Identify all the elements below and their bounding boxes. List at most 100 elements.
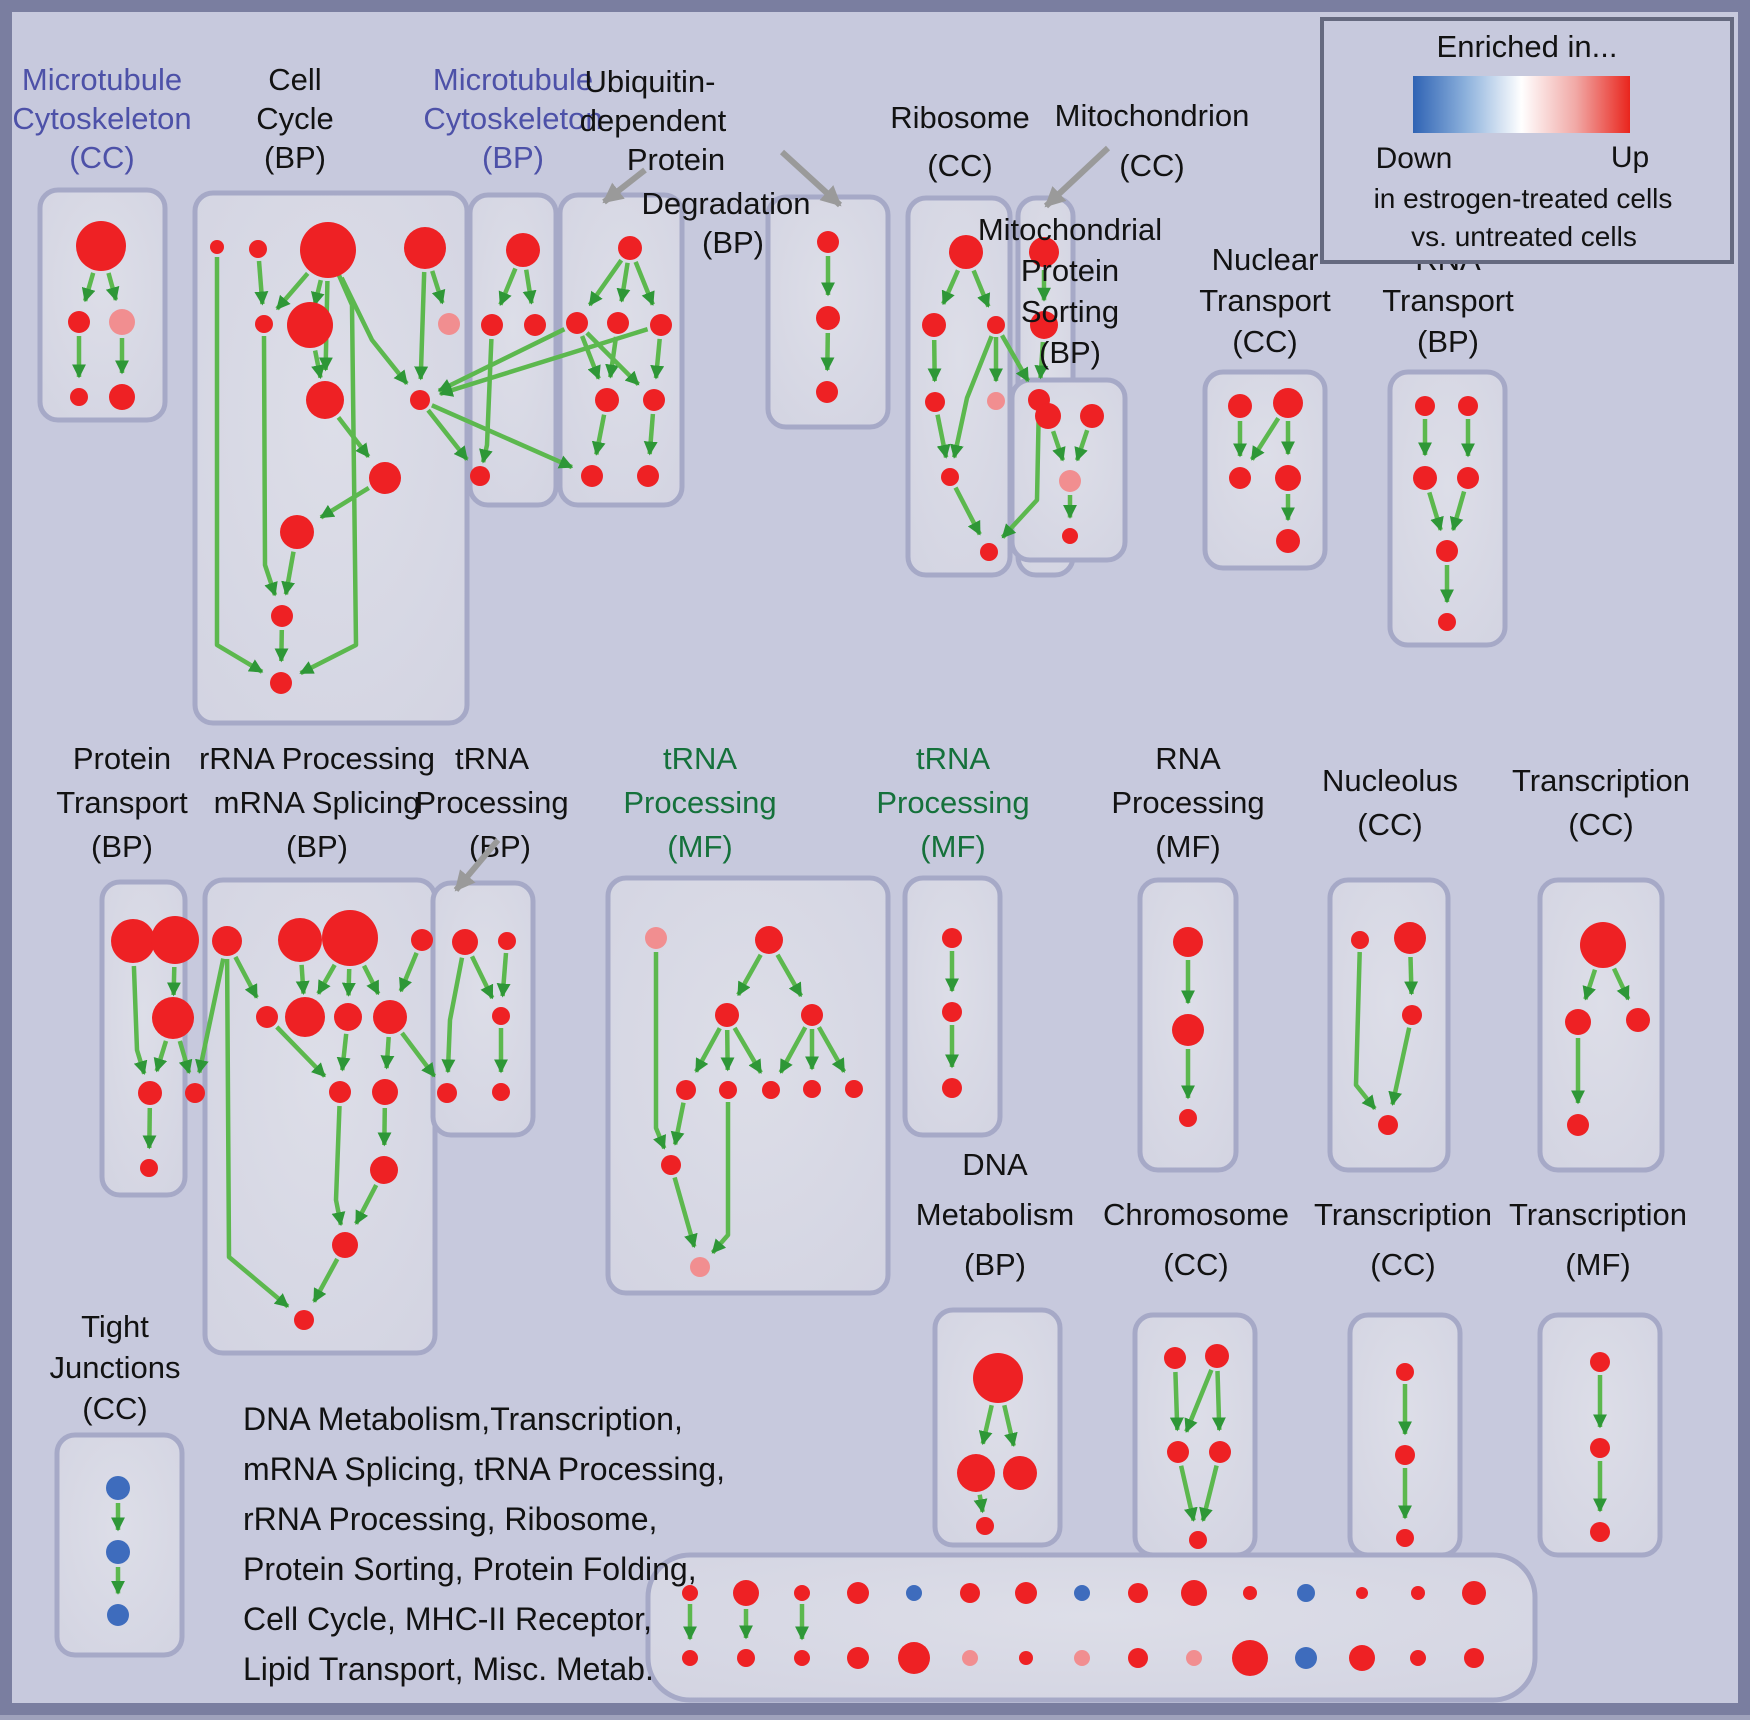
go-edge-trna-mf-1-4 xyxy=(720,1029,735,1072)
go-edge-ribosome-5 xyxy=(950,335,994,459)
group-label-nuc-t-line1: Transport xyxy=(1199,283,1331,318)
go-box-mt-cc xyxy=(37,187,168,423)
go-node-trna-mf-1-4 xyxy=(676,1080,696,1100)
go-node-ubiq-a-1 xyxy=(566,312,588,334)
go-node-rna-p-2 xyxy=(1179,1109,1197,1127)
group-label-tx-cc-2-line1: (CC) xyxy=(1370,1247,1435,1282)
go-edge-nucleolus-1 xyxy=(1404,956,1419,996)
go-node-tx-cc-2-1 xyxy=(1395,1445,1415,1465)
go-edge-trna-mf-1-2 xyxy=(775,953,804,998)
group-label-mt-cc-line0: Microtubule xyxy=(22,62,182,97)
go-edge-cell-cycle-3 xyxy=(310,279,325,307)
go-node-misc-14 xyxy=(1462,1581,1486,1605)
go-node-mt-cc-0 xyxy=(76,221,126,271)
go-edge-trna-bp-1 xyxy=(469,955,495,1000)
group-label-rrna-line0: rRNA Processing xyxy=(199,741,435,776)
go-node-cell-cycle-2 xyxy=(300,222,356,278)
go-edge-trna-mf-1-0 xyxy=(653,952,667,1150)
go-node-chromosome-0 xyxy=(1164,1347,1186,1369)
go-box-tx-cc-1 xyxy=(1537,877,1665,1173)
go-cross-edge-2 xyxy=(437,327,566,393)
go-node-misc-29 xyxy=(1464,1648,1484,1668)
go-node-mt-bp-1 xyxy=(481,314,503,336)
go-node-trna-mf-1-6 xyxy=(762,1081,780,1099)
go-node-chromosome-2 xyxy=(1167,1441,1189,1463)
go-node-misc-22 xyxy=(1074,1650,1090,1666)
go-node-rna-t-2 xyxy=(1413,466,1437,490)
go-cross-edge-7 xyxy=(400,1031,437,1078)
group-label-rna-t-line2: (BP) xyxy=(1417,324,1479,359)
go-edge-cell-cycle-6 xyxy=(430,270,446,305)
go-edge-cell-cycle-8 xyxy=(261,335,278,597)
go-node-protein-t-4 xyxy=(185,1083,205,1103)
go-node-rrna-7 xyxy=(373,1000,407,1034)
go-node-chromosome-3 xyxy=(1209,1441,1231,1463)
go-node-trna-mf-1-2 xyxy=(715,1003,739,1027)
go-node-rrna-9 xyxy=(372,1079,398,1105)
group-label-trna-mf-2-line2: (MF) xyxy=(920,829,985,864)
go-node-rna-t-4 xyxy=(1436,540,1458,562)
go-edge-trna-bp-2 xyxy=(496,952,511,998)
go-node-ubiq-a-7 xyxy=(637,465,659,487)
go-node-cell-cycle-8 xyxy=(410,390,430,410)
go-node-trna-bp-0 xyxy=(452,929,478,955)
go-edge-ubiq-a-8 xyxy=(643,413,658,456)
go-edge-cell-cycle-14 xyxy=(299,273,359,676)
go-edge-trna-mf-1-1 xyxy=(736,953,763,997)
group-label-mt-cc-line1: Cytoskeleton xyxy=(12,101,191,136)
group-label-cell-cycle-line2: (BP) xyxy=(264,140,326,175)
group-label-mt-bp-line1: Cytoskeleton xyxy=(423,101,602,136)
go-node-rrna-10 xyxy=(370,1156,398,1184)
go-edge-rrna-1 xyxy=(295,964,310,995)
group-label-dna-m-line0: DNA xyxy=(962,1147,1028,1182)
go-node-misc-13 xyxy=(1411,1586,1425,1600)
go-edge-ubiq-a-1 xyxy=(616,262,631,303)
go-node-misc-15 xyxy=(682,1650,698,1666)
go-node-trna-mf-2-0 xyxy=(942,928,962,948)
go-edge-ubiq-a-7 xyxy=(591,414,607,456)
go-node-mt-cc-1 xyxy=(68,311,90,333)
go-node-ribosome-2 xyxy=(987,316,1005,334)
go-node-ubiq-a-0 xyxy=(618,236,642,260)
go-edge-ribosome-6 xyxy=(953,486,982,536)
go-node-tight-j-2 xyxy=(107,1604,129,1626)
go-node-tx-cc-2-0 xyxy=(1396,1363,1414,1381)
go-node-mito-0 xyxy=(1029,237,1059,267)
go-node-misc-18 xyxy=(847,1647,869,1669)
go-edge-ribosome-4 xyxy=(935,414,951,459)
go-node-ubiq-b-0 xyxy=(817,231,839,253)
go-edge-chromosome-1 xyxy=(1184,1369,1214,1433)
note-block-line-2: rRNA Processing, Ribosome, xyxy=(243,1501,657,1537)
legend-gradient-bar xyxy=(1413,76,1630,133)
go-node-ubiq-a-4 xyxy=(595,388,619,412)
go-edge-cell-cycle-9 xyxy=(311,350,325,380)
go-edge-rrna-2 xyxy=(316,963,337,995)
go-node-misc-1 xyxy=(733,1580,759,1606)
go-edge-cell-cycle-0 xyxy=(214,257,264,674)
group-label-nucleolus-line1: (CC) xyxy=(1357,807,1422,842)
group-label-protein-t-line0: Protein xyxy=(73,741,171,776)
go-node-mps-1 xyxy=(1080,404,1104,428)
go-node-ribosome-4 xyxy=(987,392,1005,410)
go-node-ubiq-b-1 xyxy=(816,306,840,330)
go-node-nuc-t-4 xyxy=(1276,529,1300,553)
group-label-tight-j-line1: Junctions xyxy=(50,1350,181,1385)
go-node-ribosome-3 xyxy=(925,392,945,412)
go-node-misc-3 xyxy=(847,1582,869,1604)
go-node-nucleolus-0 xyxy=(1351,931,1369,949)
group-label-trna-bp-line0: tRNA xyxy=(455,741,529,776)
legend-title: Enriched in... xyxy=(1437,29,1618,64)
go-node-trna-mf-1-8 xyxy=(845,1080,863,1098)
go-node-misc-27 xyxy=(1349,1645,1375,1671)
go-edge-cell-cycle-12 xyxy=(281,551,296,596)
group-label-mps-line0: Mitochondrial xyxy=(978,212,1162,247)
group-label-mt-cc-line2: (CC) xyxy=(69,140,134,175)
go-node-tx-mf-1 xyxy=(1590,1438,1610,1458)
go-edge-protein-t-0 xyxy=(131,965,148,1076)
go-node-trna-mf-1-5 xyxy=(719,1081,737,1099)
go-edge-chromosome-3 xyxy=(1178,1465,1198,1522)
go-edge-rrna-8 xyxy=(380,1036,395,1070)
go-edge-protein-t-3 xyxy=(177,1040,193,1075)
